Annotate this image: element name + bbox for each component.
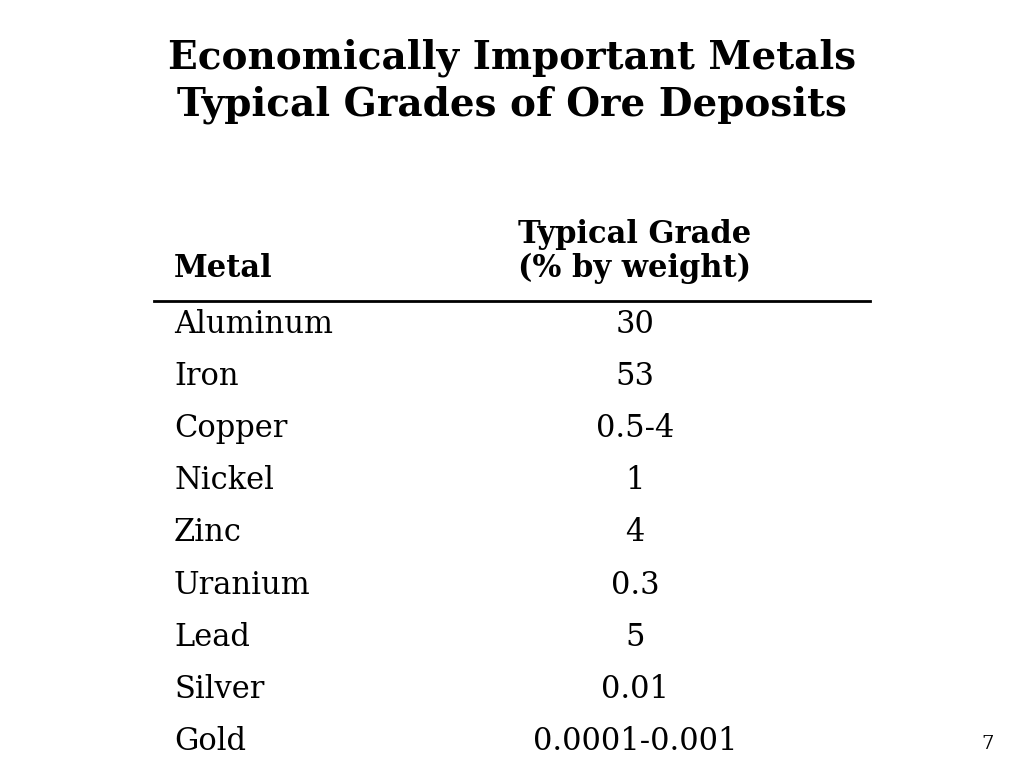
Text: Nickel: Nickel — [174, 465, 274, 496]
Text: 0.3: 0.3 — [610, 570, 659, 601]
Text: Typical Grade: Typical Grade — [518, 219, 752, 250]
Text: (% by weight): (% by weight) — [518, 253, 752, 284]
Text: 30: 30 — [615, 309, 654, 339]
Text: Silver: Silver — [174, 674, 264, 705]
Text: 7: 7 — [981, 735, 993, 753]
Text: Uranium: Uranium — [174, 570, 311, 601]
Text: Iron: Iron — [174, 361, 239, 392]
Text: 0.01: 0.01 — [601, 674, 669, 705]
Text: 1: 1 — [625, 465, 645, 496]
Text: Economically Important Metals
Typical Grades of Ore Deposits: Economically Important Metals Typical Gr… — [168, 38, 856, 124]
Text: 0.5-4: 0.5-4 — [596, 413, 674, 444]
Text: 5: 5 — [625, 622, 645, 653]
Text: Metal: Metal — [174, 253, 272, 284]
Text: 53: 53 — [615, 361, 654, 392]
Text: Lead: Lead — [174, 622, 250, 653]
Text: 0.0001-0.001: 0.0001-0.001 — [532, 727, 737, 757]
Text: Zinc: Zinc — [174, 518, 242, 548]
Text: Aluminum: Aluminum — [174, 309, 333, 339]
Text: Gold: Gold — [174, 727, 246, 757]
Text: Copper: Copper — [174, 413, 288, 444]
Text: 4: 4 — [626, 518, 644, 548]
